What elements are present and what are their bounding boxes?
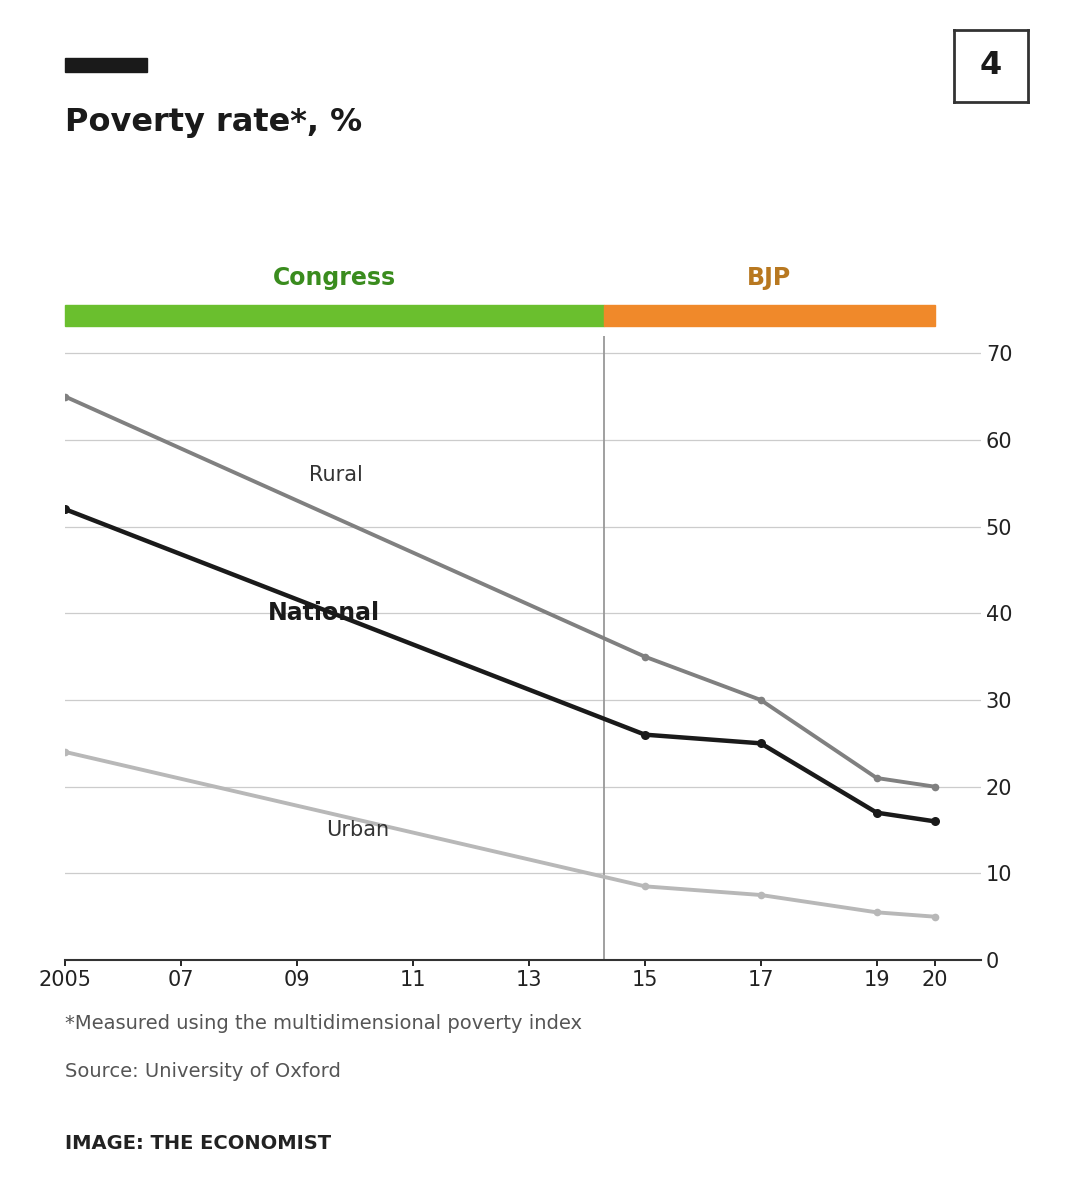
Text: *Measured using the multidimensional poverty index: *Measured using the multidimensional pov… [65,1014,582,1033]
Text: Urban: Urban [326,820,389,840]
Text: 4: 4 [980,50,1002,82]
Text: Rural: Rural [308,464,363,485]
Text: IMAGE: THE ECONOMIST: IMAGE: THE ECONOMIST [65,1134,331,1153]
Text: Source: University of Oxford: Source: University of Oxford [65,1062,341,1081]
Text: Congress: Congress [274,266,397,290]
Text: Poverty rate*, %: Poverty rate*, % [65,107,363,138]
Text: BJP: BJP [748,266,791,290]
Text: National: National [268,601,380,625]
